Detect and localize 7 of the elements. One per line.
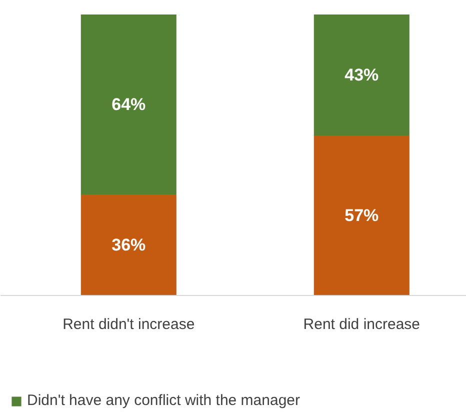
legend-label: Didn't have any conflict with the manager [27, 392, 300, 409]
x-tick-label: Rent did increase [303, 316, 420, 333]
data-label: 57% [344, 206, 379, 226]
data-label: 36% [112, 236, 146, 255]
x-tick-label: Rent didn't increase [62, 316, 195, 333]
data-label: 43% [344, 66, 379, 85]
data-label: 64% [112, 95, 146, 114]
